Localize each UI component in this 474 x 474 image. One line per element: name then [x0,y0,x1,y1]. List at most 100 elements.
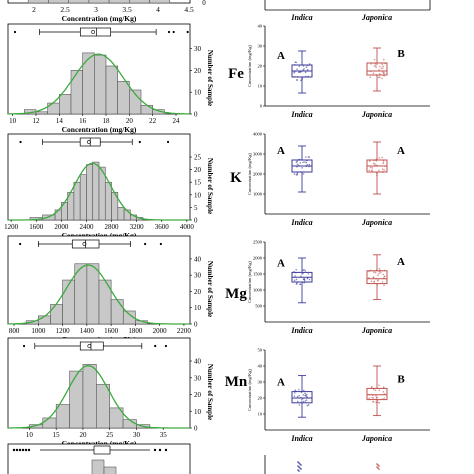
histogram-bar [117,207,125,221]
x-tick-label: 2800 [105,223,120,231]
y-tick-label: 30 [194,272,202,280]
boxplot-point [302,65,305,67]
boxplot-y-tick-label: 50 [258,348,263,353]
boxplot-point [381,168,384,171]
boxplot-point [373,281,375,283]
boxplot-y-tick-label: 0 [260,104,263,109]
boxplot-point [374,163,376,165]
group-label-indica: Indica [290,218,312,227]
summary-outlier [138,140,141,144]
boxplot-point [377,279,379,281]
summary-outlier [19,140,22,144]
boxplot-point [368,270,370,273]
x-tick-label: 1800 [128,327,143,335]
x-tick-label: 30 [133,431,141,439]
histogram-bar [86,263,100,325]
x-tick-label: 2 [32,5,36,14]
boxplot-point [297,465,299,467]
boxplot-point [368,397,371,399]
boxplot-point [304,392,306,395]
boxplot-point [299,158,301,161]
y-axis-title: Number of Sample [206,158,214,214]
boxplot-point [378,169,380,172]
boxplot-point [293,392,296,394]
x-tick-label: 20 [126,117,134,125]
boxplot-point [368,160,371,162]
boxplot-point [382,391,385,393]
boxplot-point [383,74,385,77]
group-label-japonica: Japonica [361,13,392,22]
x-tick-label: 20 [79,431,87,439]
boxplot-point [378,270,381,273]
histogram-bar [129,89,142,115]
boxplot-point [308,156,311,158]
boxplot-point [295,278,298,281]
histogram-bar [50,304,63,325]
boxplot-point [383,169,386,171]
summary-outlier [186,30,189,34]
x-tick-label: 2400 [79,223,94,231]
summary-outlier [13,30,17,34]
boxplot-point [378,401,381,404]
boxplot-y-tick-label: 20 [258,64,263,69]
boxplot-point [305,66,308,68]
boxplot-y-tick-label: 40 [258,24,263,29]
panel-mg: 800 1000 1200 1400 1600 1800 2000 2200 Concentra… [7,235,430,344]
boxplot-point [300,391,303,394]
boxplot-point [296,68,298,70]
boxplot-point [298,404,301,406]
boxplot-point [375,269,378,272]
boxplot-box [366,270,388,285]
significance-letter: B [397,373,405,385]
boxplot-point [375,73,378,76]
y-tick-label: 0 [194,111,198,119]
boxplot-point [293,173,296,175]
boxplot-point [293,63,296,66]
boxplot-point [293,395,296,397]
boxplot-point [369,76,372,79]
boxplot-point [307,156,309,158]
boxplot-y-tick-label: 1000 [253,192,263,197]
significance-letter: A [277,377,285,389]
boxplot-point [378,69,380,71]
boxplot-point [382,70,384,72]
boxplot-point [306,404,309,407]
boxplot-point [376,466,378,468]
boxplot-point [376,399,379,401]
histogram-bar [108,0,130,4]
boxplot-point [376,284,378,286]
x-tick-label: 3200 [130,223,145,231]
x-tick-label: 4.5 [184,5,194,14]
boxplot-point [303,279,306,282]
boxplot-point [297,158,300,161]
histogram-bar [79,174,87,221]
x-tick-label: 3600 [155,223,170,231]
panel-fe: 10 12 14 16 18 20 22 24 Concentration (mg/Kg) 0 10… [7,24,430,134]
summary-mean [82,242,87,246]
boxplot-point [305,393,308,396]
boxplot-point [307,403,310,406]
boxplot-point [305,75,307,78]
boxplot-point [300,464,302,466]
normal-fit-curve [8,162,190,221]
boxplot-y-tick-label: 30 [258,380,263,385]
boxplot-point [293,75,296,78]
x-tick-label: 12 [33,117,41,125]
boxplot-point [380,67,383,70]
summary-outlier [153,448,157,452]
boxplot-point [381,77,383,80]
boxplot-point [371,167,374,169]
boxplot-point [296,281,299,283]
boxplot-point [304,281,306,283]
boxplot-point [298,470,300,472]
boxplot-point [381,63,383,66]
boxplot-point [306,396,309,399]
histogram-bar [54,209,62,221]
x-tick-label: 1000 [31,327,46,335]
y-tick-label: 25 [194,154,202,162]
histogram-bar [91,459,105,474]
boxplot-point [375,277,377,280]
element-label: Mg [225,286,247,302]
boxplot-y-tick-label: 1000 [253,288,263,293]
boxplot-point [375,396,378,399]
